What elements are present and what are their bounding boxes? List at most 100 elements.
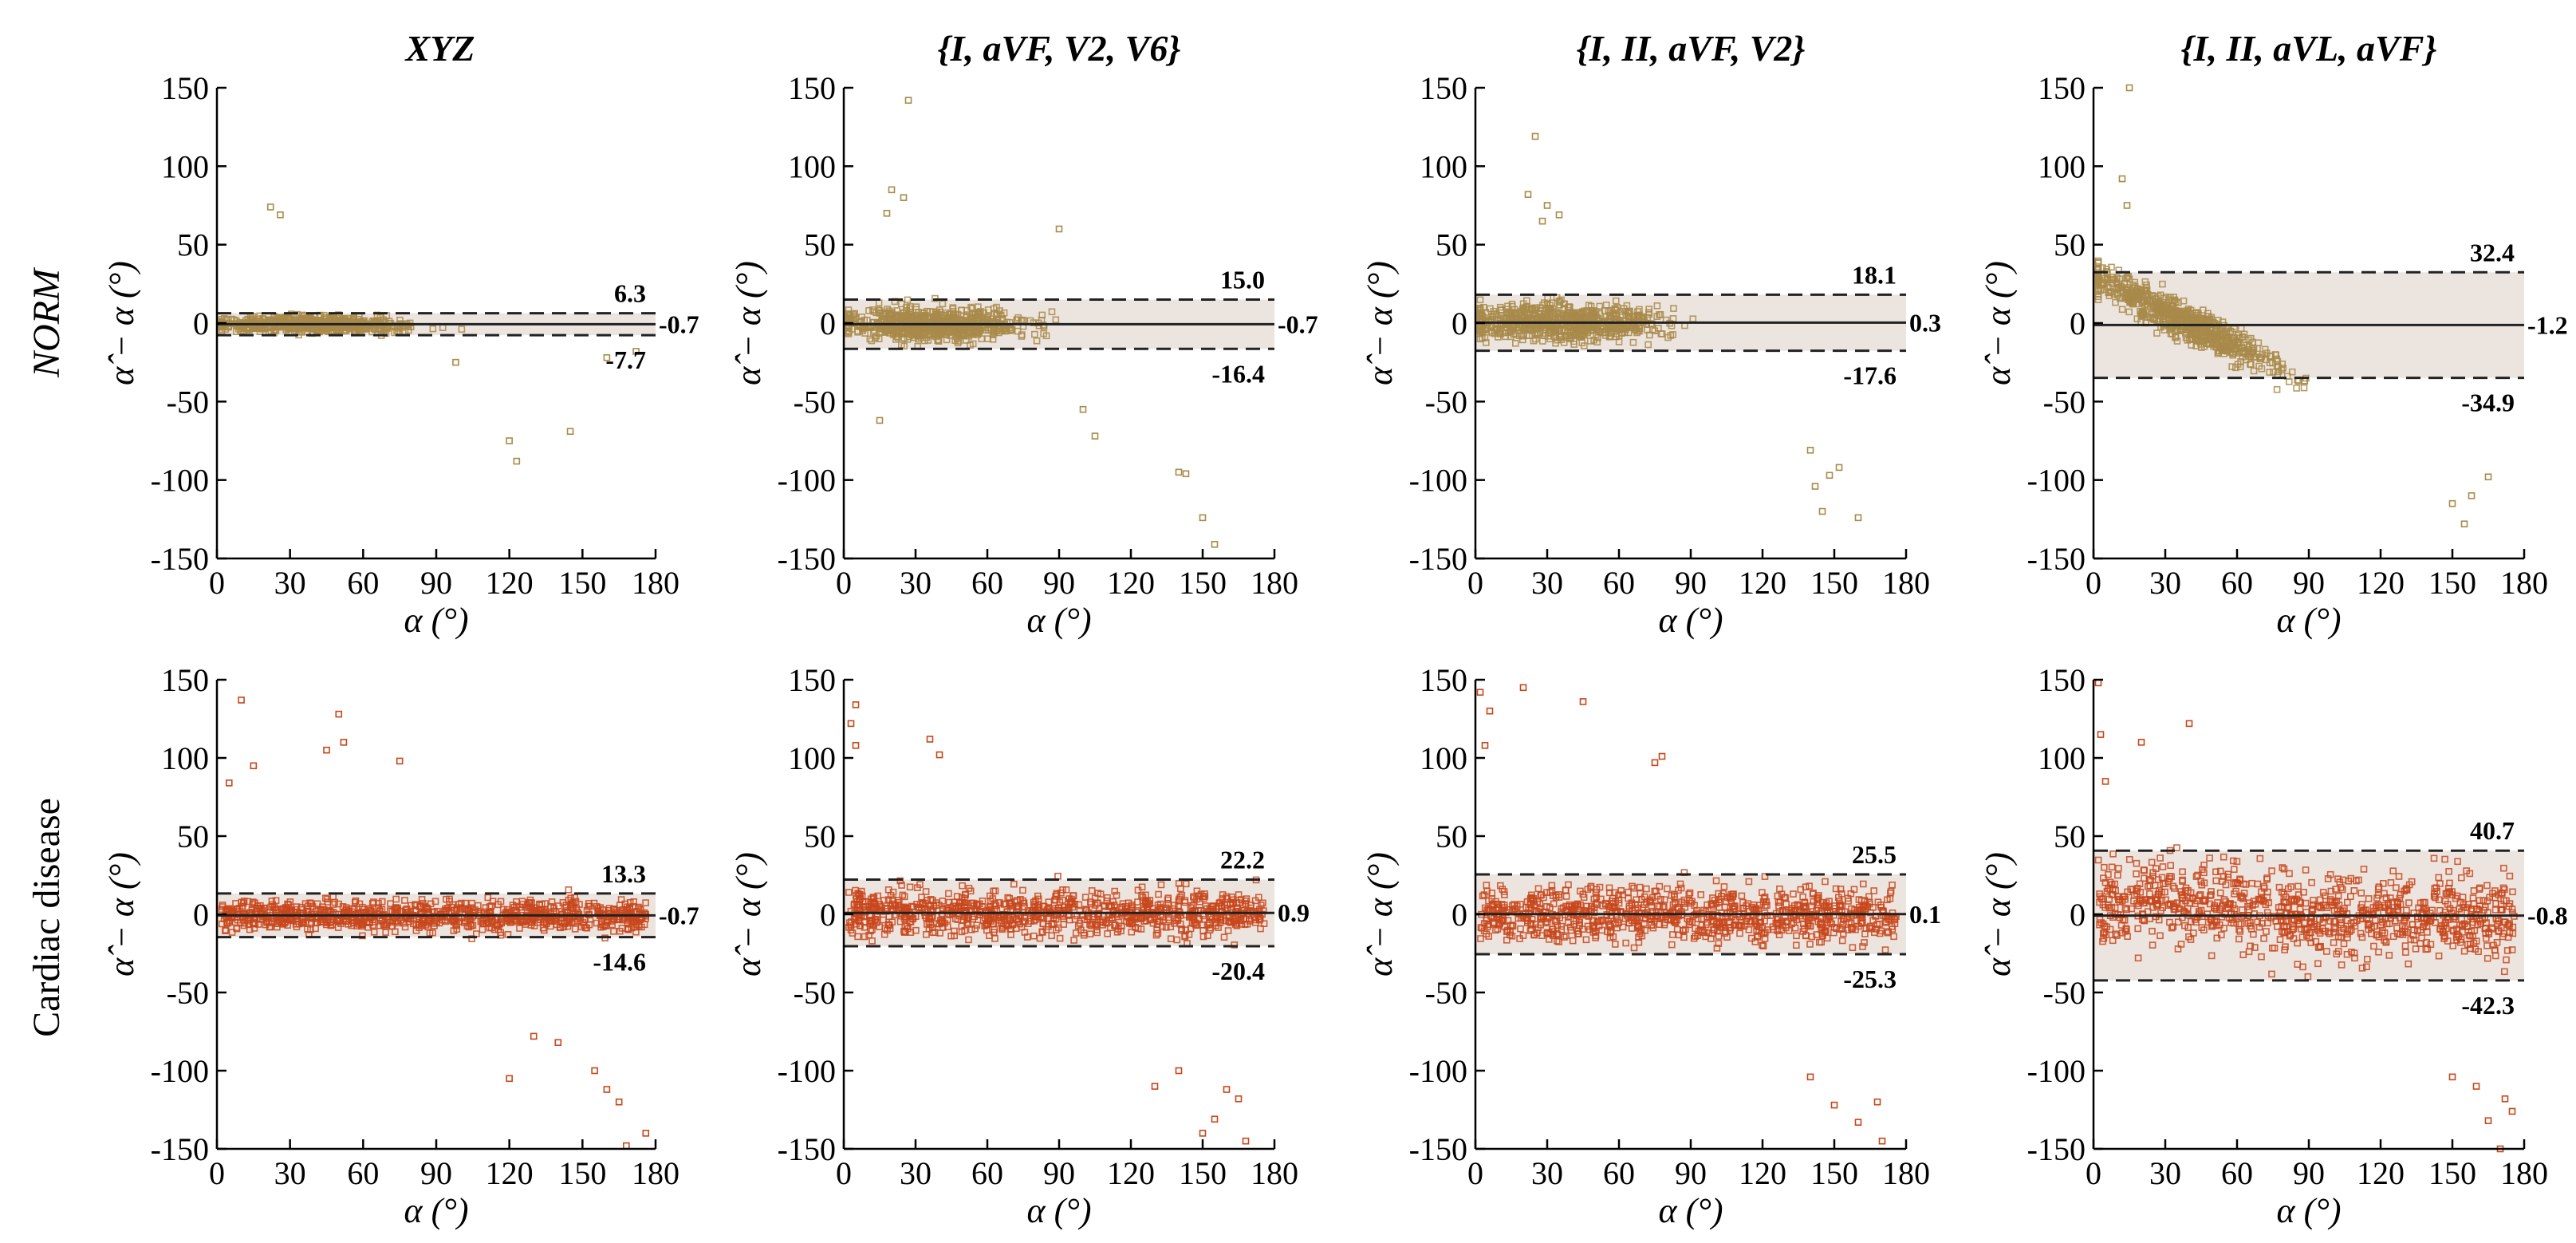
data-point	[885, 307, 893, 314]
data-point	[1222, 917, 1230, 925]
data-point	[912, 926, 920, 934]
data-point	[926, 902, 933, 910]
scatter-panel: 32.4-1.2-34.90 30 60 90 120 150 180150100500-5…	[1979, 70, 2568, 640]
data-point	[1157, 881, 1165, 889]
data-point	[286, 916, 294, 923]
y-tick-label: -50	[2043, 384, 2086, 420]
data-point	[929, 924, 936, 931]
data-point	[1590, 336, 1597, 344]
data-point	[915, 903, 922, 911]
data-point	[852, 914, 860, 921]
data-point	[561, 920, 569, 928]
row-labels: NORM Cardiac disease	[26, 266, 68, 1037]
data-point	[1195, 914, 1203, 922]
data-point	[845, 889, 853, 896]
data-point	[2227, 327, 2234, 335]
data-point	[966, 329, 974, 337]
data-point	[1156, 904, 1164, 911]
data-point	[450, 927, 458, 934]
data-point	[1524, 191, 1532, 199]
data-point	[1562, 932, 1570, 940]
data-point	[237, 919, 244, 926]
data-point	[991, 929, 998, 936]
data-point	[497, 898, 505, 906]
data-point	[569, 898, 577, 906]
data-point	[1517, 318, 1524, 326]
data-point	[2149, 314, 2157, 322]
y-tick-label: 150	[788, 662, 836, 698]
data-point	[2484, 473, 2492, 481]
data-point	[1244, 908, 1251, 915]
data-point	[2094, 257, 2102, 265]
data-point	[1533, 314, 1541, 322]
data-point	[970, 899, 977, 907]
data-point	[1476, 296, 1484, 304]
data-point	[1199, 893, 1207, 900]
data-point	[1165, 916, 1173, 924]
data-point	[324, 916, 332, 924]
data-point	[380, 921, 388, 928]
data-point	[867, 927, 874, 935]
data-point	[1042, 926, 1050, 933]
y-tick-label: -100	[778, 463, 836, 499]
data-point	[458, 899, 465, 907]
data-point	[1686, 889, 1694, 897]
data-point	[932, 313, 939, 320]
data-point	[953, 893, 961, 900]
data-point	[1211, 1115, 1219, 1123]
data-point	[1193, 895, 1200, 903]
data-point	[1596, 310, 1604, 318]
data-point	[994, 315, 1002, 323]
data-point	[2204, 317, 2212, 325]
y-tick-label: -50	[167, 384, 209, 420]
data-point	[603, 353, 611, 361]
data-point	[847, 922, 855, 929]
data-point	[845, 314, 853, 322]
data-point	[1487, 305, 1494, 313]
data-point	[1013, 925, 1020, 933]
data-point	[892, 327, 900, 335]
data-point	[2117, 294, 2124, 302]
data-point	[1235, 1095, 1243, 1103]
x-tick-label: 60	[347, 1155, 379, 1191]
data-point	[1483, 325, 1490, 333]
mean-label: -0.7	[659, 310, 699, 338]
data-point	[270, 904, 278, 911]
data-point	[359, 932, 366, 940]
data-point	[2159, 280, 2166, 288]
data-point	[974, 910, 982, 918]
data-point	[300, 919, 307, 927]
data-point	[2192, 310, 2199, 318]
data-point	[642, 1130, 650, 1137]
data-point	[321, 311, 328, 319]
data-point	[1175, 468, 1183, 476]
data-point	[554, 1039, 562, 1047]
data-point	[1020, 899, 1027, 907]
data-point	[1587, 302, 1595, 310]
data-point	[1030, 898, 1038, 906]
data-point	[1013, 897, 1021, 905]
data-point	[1174, 915, 1182, 922]
data-point	[981, 319, 988, 326]
data-point	[2259, 351, 2267, 358]
data-point	[1062, 886, 1070, 894]
data-point	[1003, 327, 1010, 334]
y-tick-label: -150	[1409, 541, 1467, 577]
data-point	[935, 329, 943, 337]
data-point	[1019, 886, 1026, 894]
data-point	[866, 910, 873, 918]
y-tick-label: -150	[778, 1131, 836, 1167]
y-tick-label: -150	[2027, 541, 2086, 577]
data-point	[527, 913, 535, 921]
data-point	[1811, 483, 1819, 490]
data-point	[219, 903, 226, 910]
data-point	[961, 894, 968, 902]
x-tick-label: 0	[209, 1155, 225, 1191]
data-point	[464, 905, 472, 913]
y-axis-label: α̂ − α (°)	[1361, 261, 1400, 385]
data-point	[934, 328, 941, 336]
data-point	[460, 919, 468, 926]
x-tick-label: 150	[1179, 565, 1227, 601]
scatter-panel: 15.0-0.7-16.40 30 60 90 120 150 180150100500-5…	[729, 70, 1318, 640]
data-point	[324, 898, 332, 906]
